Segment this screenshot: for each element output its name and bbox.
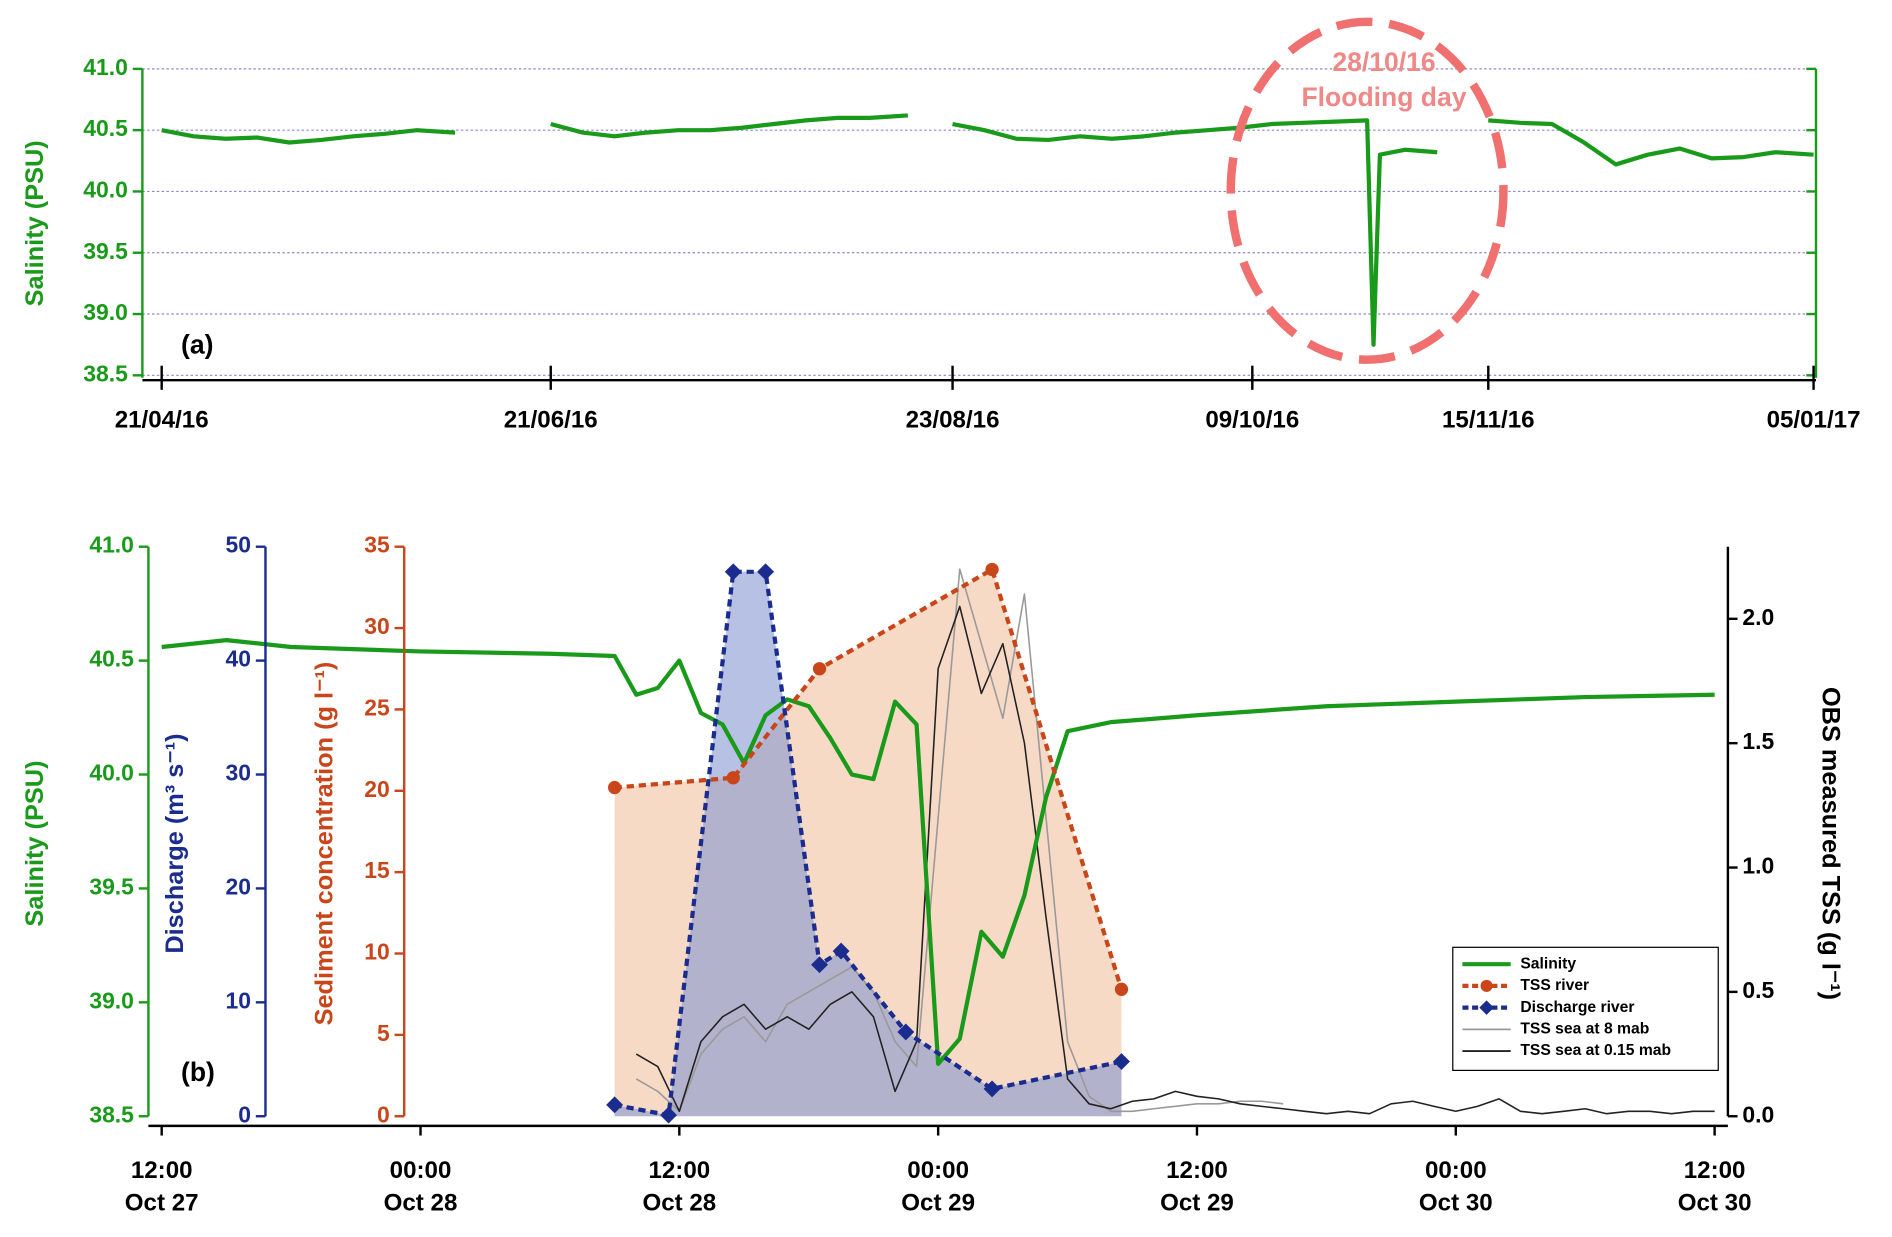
x-tick-label: 09/10/16: [1205, 407, 1299, 434]
marker: [724, 563, 742, 581]
y-tick-label: 0: [377, 1101, 390, 1127]
y-tick-label: 25: [364, 694, 390, 720]
x-tick-label: Oct 28: [384, 1190, 458, 1217]
y-tick-label: 41.0: [83, 54, 128, 80]
y-tick-label: 38.5: [89, 1101, 134, 1127]
line: [161, 637, 1715, 1066]
area: [614, 571, 1122, 1117]
panel-label: (b): [181, 1057, 215, 1087]
line: [161, 113, 1814, 347]
x-tick-label: Oct 30: [1419, 1190, 1493, 1217]
y-tick-label: 2.0: [1742, 604, 1774, 630]
y-axis-title: Sediment concentration (g l⁻¹): [310, 662, 338, 1026]
line: [635, 568, 1284, 1113]
y-tick-label: 39.5: [83, 238, 128, 264]
y-tick-label: 41.0: [89, 532, 134, 558]
y-tick-label: 30: [225, 760, 250, 786]
y-tick-label: 50: [225, 532, 250, 558]
x-tick-label: 12:00: [131, 1157, 193, 1184]
y-axis-title: OBS measured TSS (g l⁻¹): [1817, 687, 1845, 1000]
y-tick-label: 38.5: [83, 360, 128, 386]
y-tick-label: 10: [225, 987, 250, 1013]
marker: [1113, 1053, 1130, 1071]
y-tick-label: 0.5: [1742, 977, 1774, 1003]
x-tick-label: 00:00: [907, 1157, 969, 1184]
x-tick-label: 23/08/16: [906, 407, 1000, 434]
x-tick-label: 21/04/16: [115, 407, 209, 434]
x-tick-label: Oct 27: [125, 1190, 199, 1217]
y-tick-label: 40.5: [83, 115, 128, 141]
x-tick-label: Oct 29: [901, 1190, 975, 1217]
x-tick-label: 12:00: [1684, 1157, 1746, 1184]
legend-label: Discharge river: [1520, 999, 1634, 1016]
y-tick-label: 1.5: [1742, 728, 1774, 754]
x-tick-label: 21/06/16: [504, 407, 598, 434]
y-tick-label: 30: [364, 613, 389, 639]
y-axis-title: Discharge (m³ s⁻¹): [161, 733, 189, 953]
y-tick-label: 40.0: [83, 177, 128, 203]
x-tick-label: 15/11/16: [1442, 407, 1535, 434]
y-tick-label: 39.5: [89, 873, 134, 899]
y-tick-label: 35: [364, 532, 390, 558]
panel-label: (a): [181, 329, 213, 359]
y-axis-title: Salinity (PSU): [21, 140, 49, 306]
y-tick-label: 10: [364, 939, 389, 965]
x-tick-label: Oct 28: [642, 1190, 716, 1217]
annotation: 28/10/16: [1332, 47, 1435, 77]
legend-swatch: [1480, 979, 1493, 992]
x-tick-label: 00:00: [1425, 1157, 1487, 1184]
annotation: Flooding day: [1301, 82, 1466, 112]
marker: [607, 780, 622, 795]
y-tick-label: 5: [377, 1020, 390, 1046]
x-tick-label: 12:00: [648, 1157, 710, 1184]
y-tick-label: 15: [364, 857, 390, 883]
marker: [757, 563, 775, 581]
marker: [897, 1023, 915, 1041]
legend-label: TSS sea at 0.15 mab: [1520, 1042, 1671, 1059]
axes-layer: 38.5 39.0 39.5 40.0 40.5 41.0 Salinity (PSU) 21…: [21, 54, 1861, 1217]
y-tick-label: 20: [364, 776, 389, 802]
marker: [811, 956, 828, 974]
marker: [983, 1080, 1001, 1098]
y-tick-label: 40: [225, 646, 250, 672]
legend-label: TSS sea at 8 mab: [1520, 1020, 1649, 1037]
y-tick-label: 0.0: [1742, 1101, 1774, 1127]
marks-layer: [161, 113, 1814, 1124]
y-tick-label: 0: [238, 1101, 251, 1127]
legend-label: TSS river: [1520, 977, 1589, 994]
y-tick-label: 40.0: [89, 760, 134, 786]
flooding-highlight: [1226, 17, 1508, 364]
background-layer: [142, 68, 1816, 1117]
legend-label: Salinity: [1520, 955, 1576, 972]
x-tick-label: Oct 29: [1160, 1190, 1234, 1217]
x-tick-label: 12:00: [1166, 1157, 1228, 1184]
x-tick-label: Oct 30: [1678, 1190, 1752, 1217]
marker: [812, 662, 827, 676]
y-axis-title: Salinity (PSU): [21, 760, 49, 926]
x-tick-label: 05/01/17: [1767, 407, 1861, 434]
marker: [985, 562, 999, 577]
marker: [726, 771, 740, 785]
marker: [1114, 982, 1129, 996]
x-tick-label: 00:00: [390, 1157, 452, 1184]
y-tick-label: 1.0: [1742, 853, 1774, 879]
y-tick-label: 39.0: [89, 987, 134, 1013]
line: [635, 605, 1715, 1115]
y-tick-label: 40.5: [89, 646, 134, 672]
y-tick-label: 39.0: [83, 299, 128, 325]
marker: [660, 1106, 677, 1124]
y-tick-label: 20: [225, 873, 250, 899]
